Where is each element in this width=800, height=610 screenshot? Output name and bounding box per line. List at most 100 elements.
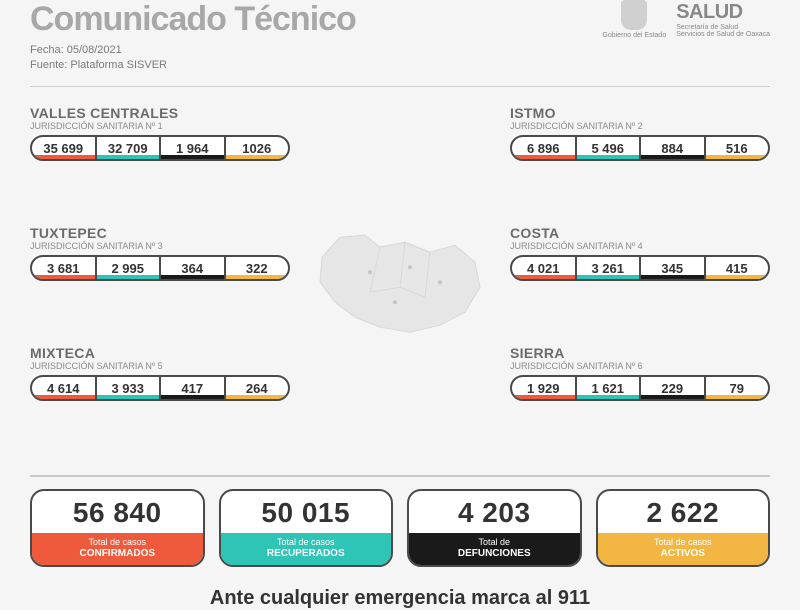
color-bar <box>577 395 640 399</box>
region-values: 35 699 32 709 1 964 1026 <box>30 135 290 161</box>
total-number: 4 203 <box>409 491 580 533</box>
region-value: 415 <box>726 260 748 275</box>
color-bar <box>97 155 160 159</box>
color-bar <box>226 275 289 279</box>
color-bar <box>641 395 704 399</box>
color-bar <box>706 275 769 279</box>
color-bar <box>97 275 160 279</box>
region-value: 4 021 <box>527 260 560 275</box>
region-value: 6 896 <box>527 140 560 155</box>
region-value: 364 <box>181 260 203 275</box>
color-bar <box>32 155 95 159</box>
region-values: 4 614 3 933 417 264 <box>30 375 290 401</box>
color-bar <box>641 275 704 279</box>
region-value: 32 709 <box>108 140 148 155</box>
region-name: MIXTECA <box>30 345 290 361</box>
region-value-cell: 79 <box>706 377 769 399</box>
color-bar <box>161 395 224 399</box>
region-subtitle: JURISDICCIÓN SANITARIA Nº 5 <box>30 361 290 371</box>
region-card: COSTAJURISDICCIÓN SANITARIA Nº 4 4 021 3 2… <box>510 225 770 281</box>
total-label: Total de casosCONFIRMADOS <box>32 533 203 565</box>
map-silhouette <box>310 217 490 347</box>
region-value: 322 <box>246 260 268 275</box>
total-card: 50 015Total de casosRECUPERADOS <box>219 489 394 567</box>
region-value: 417 <box>181 380 203 395</box>
region-value-cell: 516 <box>706 137 769 159</box>
region-value: 79 <box>730 380 744 395</box>
region-card: TUXTEPECJURISDICCIÓN SANITARIA Nº 33 681… <box>30 225 290 281</box>
color-bar <box>32 395 95 399</box>
total-card: 2 622Total de casosACTIVOS <box>596 489 771 567</box>
color-bar <box>161 155 224 159</box>
region-values: 3 681 2 995 364 322 <box>30 255 290 281</box>
region-card: SIERRAJURISDICCIÓN SANITARIA Nº 6 1 929 1 … <box>510 345 770 401</box>
color-bar <box>577 155 640 159</box>
region-value-cell: 1 964 <box>161 137 226 159</box>
color-bar <box>577 275 640 279</box>
region-subtitle: JURISDICCIÓN SANITARIA Nº 4 <box>510 241 770 251</box>
region-value-cell: 417 <box>161 377 226 399</box>
footer-text: Ante cualquier emergencia marca al 911 <box>0 587 800 610</box>
color-bar <box>512 395 575 399</box>
color-bar <box>32 275 95 279</box>
region-value-cell: 264 <box>226 377 289 399</box>
total-label: Total de casosACTIVOS <box>598 533 769 565</box>
region-value-cell: 2 995 <box>97 257 162 279</box>
color-bar <box>226 155 289 159</box>
region-value: 3 681 <box>47 260 80 275</box>
region-value-cell: 884 <box>641 137 706 159</box>
shield-icon <box>621 0 647 30</box>
color-bar <box>97 395 160 399</box>
region-value: 345 <box>661 260 683 275</box>
region-value-cell: 1 929 <box>512 377 577 399</box>
totals-divider <box>30 475 770 477</box>
region-value-cell: 1026 <box>226 137 289 159</box>
region-value: 35 699 <box>43 140 83 155</box>
total-number: 50 015 <box>221 491 392 533</box>
color-bar <box>706 155 769 159</box>
region-value: 4 614 <box>47 380 80 395</box>
total-label: Total de casosRECUPERADOS <box>221 533 392 565</box>
total-card: 56 840Total de casosCONFIRMADOS <box>30 489 205 567</box>
source-line: Fuente: Plataforma SISVER <box>30 58 770 73</box>
header: Comunicado Técnico Fecha: 05/08/2021 Fue… <box>0 0 800 82</box>
region-card: MIXTECAJURISDICCIÓN SANITARIA Nº 5 4 614 3… <box>30 345 290 401</box>
color-bar <box>512 275 575 279</box>
region-value-cell: 229 <box>641 377 706 399</box>
region-subtitle: JURISDICCIÓN SANITARIA Nº 6 <box>510 361 770 371</box>
region-value-cell: 5 496 <box>577 137 642 159</box>
region-name: COSTA <box>510 225 770 241</box>
region-value: 1 964 <box>176 140 209 155</box>
region-value: 264 <box>246 380 268 395</box>
region-value: 884 <box>661 140 683 155</box>
region-value-cell: 6 896 <box>512 137 577 159</box>
region-value-cell: 32 709 <box>97 137 162 159</box>
color-bar <box>512 155 575 159</box>
color-bar <box>161 275 224 279</box>
total-label: Total deDEFUNCIONES <box>409 533 580 565</box>
date-line: Fecha: 05/08/2021 <box>30 43 770 58</box>
region-value: 2 995 <box>111 260 144 275</box>
region-name: VALLES CENTRALES <box>30 105 290 121</box>
header-divider <box>30 86 770 87</box>
color-bar <box>226 395 289 399</box>
region-card: ISTMOJURISDICCIÓN SANITARIA Nº 26 8965 4… <box>510 105 770 161</box>
region-name: SIERRA <box>510 345 770 361</box>
total-number: 2 622 <box>598 491 769 533</box>
color-bar <box>706 395 769 399</box>
region-name: TUXTEPEC <box>30 225 290 241</box>
region-value: 229 <box>661 380 683 395</box>
logo-area: Gobierno del Estado SALUD Secretaría de … <box>602 0 770 40</box>
region-value: 1 621 <box>591 380 624 395</box>
region-value-cell: 3 681 <box>32 257 97 279</box>
region-value-cell: 3 261 <box>577 257 642 279</box>
region-value-cell: 364 <box>161 257 226 279</box>
region-values: 6 896 5 496 884 516 <box>510 135 770 161</box>
region-card: VALLES CENTRALESJURISDICCIÓN SANITARIA N… <box>30 105 290 161</box>
region-value: 3 933 <box>111 380 144 395</box>
gov-logo: Gobierno del Estado <box>602 0 666 40</box>
total-number: 56 840 <box>32 491 203 533</box>
region-value: 3 261 <box>591 260 624 275</box>
salud-logo: SALUD Secretaría de Salud Servicios de S… <box>676 1 770 39</box>
totals-row: 56 840Total de casosCONFIRMADOS50 015Tot… <box>0 489 800 567</box>
